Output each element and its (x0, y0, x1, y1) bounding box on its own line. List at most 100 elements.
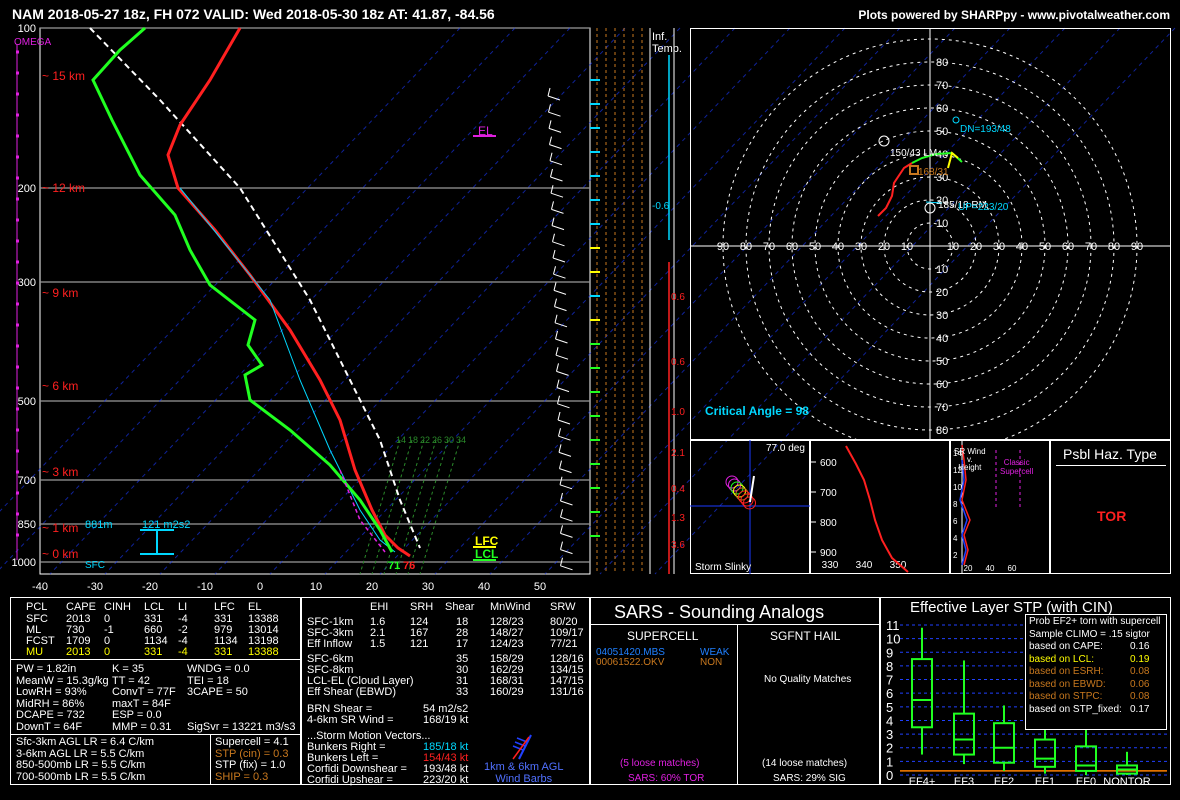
srw46-label: 4-6km SR Wind = (307, 714, 394, 726)
wind-barb-flag-23 (559, 460, 562, 469)
temperature-trace (166, 27, 411, 558)
wind-barb-19 (557, 403, 570, 409)
srw-x-20: 20 (964, 564, 973, 573)
parcel-cell-3-6: 13388 (248, 646, 279, 658)
parcel-cell-0-6: 13388 (248, 613, 279, 625)
parcel-cell-0-4: -4 (178, 613, 188, 625)
hodo-x-8: 10 (901, 241, 913, 253)
stp-legend-label-7: based on STP_fixed: (1029, 703, 1122, 715)
wind-barb-flag-15 (555, 330, 558, 340)
theta-e-panel (810, 440, 950, 574)
sars-hail-title: SGFNT HAIL (770, 629, 841, 643)
theta-x-350: 350 (890, 560, 907, 571)
wind-barb-18 (556, 387, 570, 393)
wind-barb-flag-17 (556, 363, 559, 372)
parcel-cell-3-3: 331 (144, 646, 163, 658)
stp-legend-label-1: Sample CLIMO = .15 sigtor (1029, 628, 1150, 640)
pressure-tick-200: 200 (18, 183, 36, 195)
hodo-x-12: 40 (1016, 241, 1028, 253)
wind-barb-13 (554, 306, 567, 312)
parcel-header-3: LCL (144, 601, 165, 613)
hodo-x-15: 70 (1085, 241, 1097, 253)
hodo-x-10: 20 (970, 241, 982, 253)
isotherm-4 (159, 27, 681, 575)
wind-barb-flag-14 (554, 314, 558, 323)
dewpoint-trace (91, 26, 394, 553)
kin-cell-2-2: 121 (410, 638, 429, 650)
kin-cell-4-3: 30 (456, 664, 469, 676)
downdraft-trace (339, 469, 386, 553)
sr-wind-panel (950, 440, 1050, 574)
wind-barb-flag-9 (552, 233, 555, 242)
stp-legend-value-5: 0.06 (1130, 678, 1150, 690)
theta-x-330: 330 (822, 560, 839, 571)
hodo-bottom-10: 10 (936, 264, 948, 276)
hodo-x-17: 90 (1131, 241, 1143, 253)
stp-y-0: 0 (886, 768, 893, 783)
wind-barb-27 (560, 532, 573, 538)
stp-y-6: 6 (886, 686, 893, 701)
kin-cell-4-4: 162/29 (490, 664, 524, 676)
kin-cell-0-1: 1.6 (370, 616, 386, 628)
hodo-top-70: 70 (936, 80, 948, 92)
stp-legend-label-6: based on STPC: (1029, 691, 1103, 702)
mixing-ratio-26 (395, 439, 437, 575)
hodo-x-4: 50 (809, 241, 821, 253)
theta-x-340: 340 (856, 560, 873, 571)
sars-hail-pct: SARS: 29% SIG (773, 773, 846, 784)
kin-label-2: Eff Inflow (307, 638, 353, 650)
parcel-cell-1-1: 730 (66, 624, 85, 636)
wind-barb-16 (555, 354, 569, 360)
kin-cell-6-3: 33 (456, 686, 469, 698)
parcel-cell-2-5: 1134 (214, 635, 238, 647)
isotherm-12 (599, 27, 1121, 575)
storm-vector-value-3: 223/20 kt (423, 774, 469, 786)
wind-barb-flag-12 (553, 282, 557, 291)
srw-y-8: 8 (953, 500, 958, 509)
srw-trace (961, 444, 971, 566)
brn-value: 54 m2/s2 (423, 703, 469, 715)
parcel-cell-1-4: -2 (178, 624, 188, 636)
wind-barb-4 (549, 160, 563, 166)
wind-barb-flag-2 (548, 120, 552, 129)
wind-barb-3 (549, 144, 562, 150)
kin-cell-3-3: 35 (456, 653, 469, 665)
parcel-cell-2-2: 0 (104, 635, 111, 647)
height-label-3: ~ 6 km (42, 379, 78, 393)
srw-y-10: 10 (953, 483, 962, 492)
kin-header-2: Shear (445, 601, 475, 613)
stp-y-8: 8 (886, 659, 893, 674)
temp-tick-1: -30 (87, 581, 103, 593)
hodo-x-7: 20 (878, 241, 890, 253)
pressure-tick-700: 700 (18, 475, 36, 487)
eff-inflow-srh: 121 m2s2 (142, 519, 191, 531)
storm-vector-label-1: Bunkers Left = (307, 752, 379, 764)
storm-vector-value-1: 154/43 kt (423, 752, 469, 764)
parcel-cell-3-4: -4 (178, 646, 188, 658)
mixing-ratio-label-22: 22 (420, 435, 430, 445)
isotherm-0 (0, 27, 461, 512)
kin-cell-1-2: 167 (410, 627, 429, 639)
stp-legend-value-3: 0.19 (1130, 653, 1150, 665)
srw-y-4: 4 (953, 534, 958, 543)
stp-legend-label-0: Prob EF2+ torn with supercell (1029, 616, 1161, 627)
height-label-6: ~ 0 km (42, 547, 78, 561)
kin-cell-6-4: 160/29 (490, 686, 524, 698)
parcel-cell-2-6: 13198 (248, 635, 279, 647)
srw-y-2: 2 (953, 551, 958, 560)
sars-match-2: 00061522.OKV (596, 657, 665, 668)
parcel-header-5: LFC (214, 601, 235, 613)
kin-cell-2-5: 77/21 (550, 638, 578, 650)
kin-cell-3-4: 158/29 (490, 653, 524, 665)
wind-barb-flag-3 (549, 136, 552, 145)
wind-barb-flag-7 (551, 201, 554, 210)
srw-y-6: 6 (953, 517, 958, 526)
stp-legend-value-4: 0.08 (1130, 666, 1150, 677)
wind-barb-flag-13 (554, 298, 557, 307)
storm-slinky (690, 440, 810, 574)
sars-supercell-loose: (5 loose matches) (620, 758, 700, 769)
stp-cat-2: EF2 (994, 776, 1014, 785)
hodo-x-16: 80 (1108, 241, 1120, 253)
parcel-header-6: EL (248, 601, 262, 613)
temp-tick-9: 50 (534, 581, 546, 593)
